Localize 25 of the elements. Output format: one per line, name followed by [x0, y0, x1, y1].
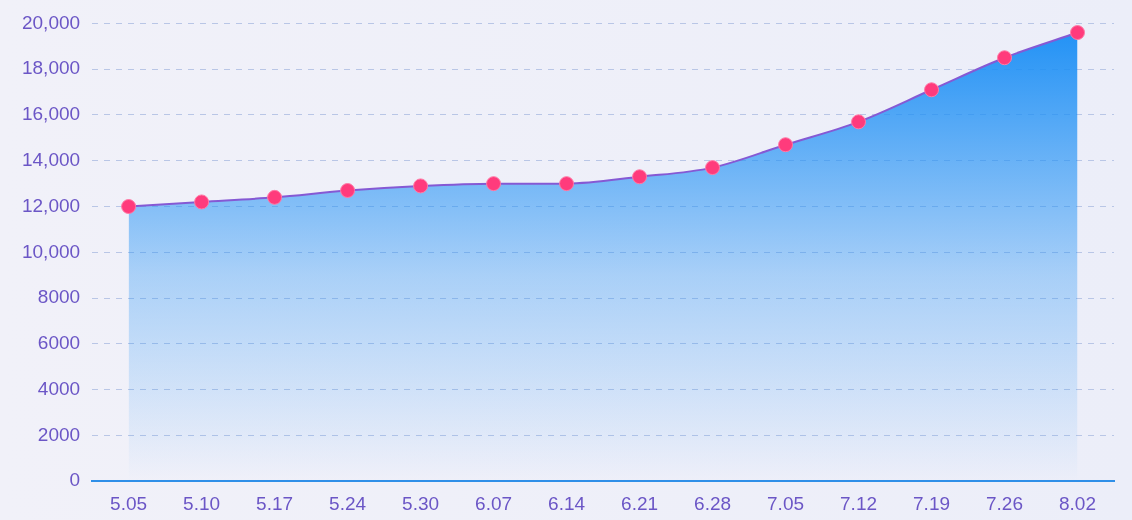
y-tick-label: 16,000 [21, 103, 81, 125]
y-tick-label: 2000 [37, 423, 81, 445]
x-tick-label: 5.10 [183, 492, 221, 514]
x-tick-label: 6.28 [694, 492, 732, 514]
x-tick-label: 6.21 [621, 492, 659, 514]
y-tick-label: 0 [69, 469, 81, 491]
x-tick-label: 7.26 [986, 492, 1023, 514]
x-tick-label: 7.19 [913, 492, 951, 514]
x-tick-label: 5.24 [329, 492, 367, 514]
y-tick-label: 8000 [37, 286, 81, 308]
y-tick-label: 18,000 [21, 57, 81, 79]
x-tick-label: 5.30 [402, 492, 440, 514]
y-tick-label: 14,000 [21, 148, 81, 170]
x-tick-label: 8.02 [1059, 492, 1096, 514]
y-tick-label: 6000 [37, 332, 81, 354]
x-tick-label: 5.17 [256, 492, 294, 514]
x-tick-label: 5.05 [110, 492, 148, 514]
x-tick-label: 6.07 [475, 492, 513, 514]
y-tick-label: 10,000 [21, 240, 81, 262]
x-tick-label: 7.05 [767, 492, 805, 514]
y-tick-label: 12,000 [21, 194, 81, 216]
y-tick-label: 20,000 [21, 11, 81, 33]
x-tick-label: 7.12 [840, 492, 878, 514]
y-tick-label: 4000 [37, 377, 81, 399]
x-tick-label: 6.14 [548, 492, 586, 514]
